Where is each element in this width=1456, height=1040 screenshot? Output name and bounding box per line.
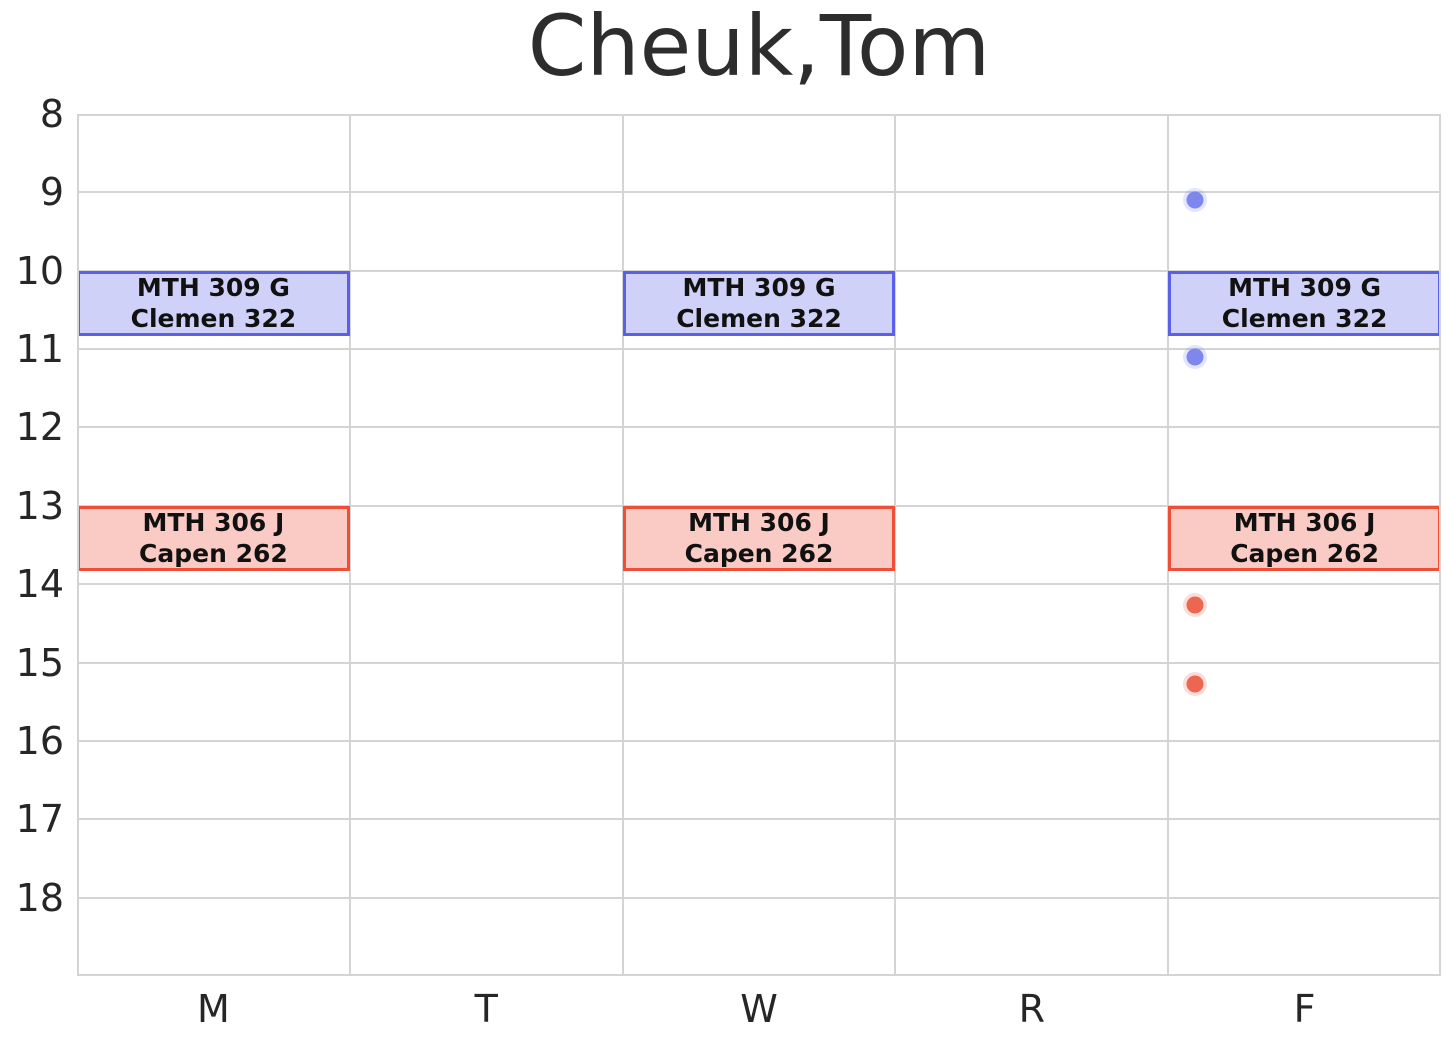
hour-gridline — [77, 661, 1441, 664]
hour-gridline — [77, 583, 1441, 586]
event-box: MTH 309 G Clemen 322 — [1168, 270, 1441, 336]
event-course: MTH 309 G — [1228, 273, 1382, 303]
scatter-dot — [1186, 348, 1204, 366]
x-tick-label: F — [1293, 987, 1316, 1031]
chart-title: Cheuk,Tom — [527, 0, 991, 95]
y-tick-label: 10 — [15, 248, 64, 293]
hour-gridline — [77, 739, 1441, 742]
event-room: Capen 262 — [139, 539, 288, 569]
event-course: MTH 306 J — [142, 508, 285, 538]
y-tick-label: 13 — [15, 483, 64, 528]
x-tick-label: T — [474, 987, 498, 1031]
hour-gridline — [77, 896, 1441, 899]
y-tick-label: 11 — [15, 327, 64, 372]
y-tick-label: 18 — [15, 875, 64, 920]
event-box: MTH 309 G Clemen 322 — [77, 270, 350, 336]
x-tick-label: R — [1018, 987, 1045, 1031]
plot-area: MTH 309 G Clemen 322 MTH 309 G Clemen 322 MT… — [77, 114, 1441, 976]
day-gridline — [348, 114, 351, 976]
event-course: MTH 309 G — [682, 273, 836, 303]
y-tick-label: 9 — [39, 170, 64, 215]
event-box: MTH 306 J Capen 262 — [622, 505, 896, 571]
event-room: Capen 262 — [684, 539, 834, 569]
hour-gridline — [77, 818, 1441, 821]
event-room: Clemen 322 — [1221, 304, 1388, 334]
scatter-dot — [1186, 191, 1204, 209]
hour-gridline — [77, 348, 1441, 351]
event-course: MTH 306 J — [688, 508, 830, 538]
event-course: MTH 309 G — [136, 273, 290, 303]
event-room: Clemen 322 — [130, 304, 297, 334]
event-room: Capen 262 — [1230, 539, 1379, 569]
y-axis-labels: 8 9 10 11 12 13 14 15 16 17 18 — [0, 95, 64, 976]
event-box: MTH 309 G Clemen 322 — [622, 270, 896, 336]
event-course: MTH 306 J — [1233, 508, 1376, 538]
scatter-dot — [1186, 596, 1204, 614]
y-tick-label: 14 — [15, 562, 64, 607]
y-tick-label: 15 — [15, 640, 64, 685]
y-tick-label: 16 — [15, 718, 64, 763]
scatter-dot — [1186, 675, 1204, 693]
x-tick-label: W — [740, 987, 778, 1031]
day-gridline — [894, 114, 897, 976]
event-room: Clemen 322 — [676, 304, 842, 334]
y-tick-label: 17 — [15, 797, 64, 842]
y-tick-label: 8 — [39, 92, 64, 136]
event-box: MTH 306 J Capen 262 — [1168, 505, 1441, 571]
hour-gridline — [77, 191, 1441, 194]
y-tick-label: 12 — [15, 405, 64, 450]
hour-gridline — [77, 426, 1441, 429]
x-tick-label: M — [196, 987, 230, 1031]
event-box: MTH 306 J Capen 262 — [77, 505, 350, 571]
